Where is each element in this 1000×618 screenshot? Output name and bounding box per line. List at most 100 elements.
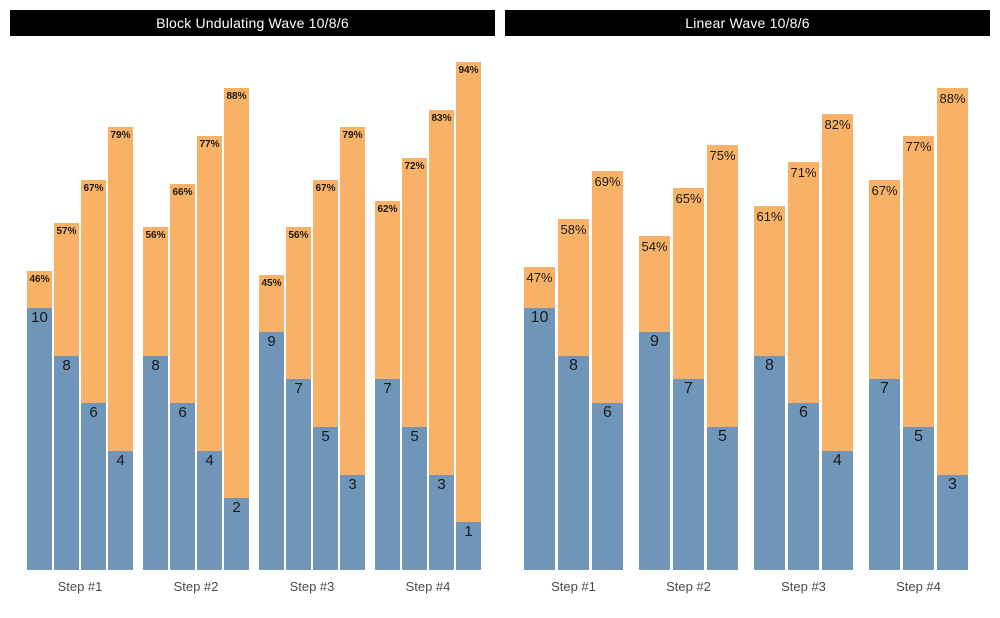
bar-bottom-segment: 4 xyxy=(197,451,222,570)
bar-pct-label: 71% xyxy=(790,165,817,180)
bar-group: 45% 9 56% 7 67% 5 79% 3 xyxy=(259,127,365,570)
bar-pct-label: 58% xyxy=(560,222,587,237)
stacked-bar: 46% 10 xyxy=(27,271,52,570)
bar-value-label: 5 xyxy=(718,428,727,445)
stacked-bar: 58% 8 xyxy=(558,219,589,570)
stacked-bar: 47% 10 xyxy=(524,267,555,570)
bar-bottom-segment: 5 xyxy=(313,427,338,570)
bar-value-label: 4 xyxy=(205,452,214,469)
bar-value-label: 8 xyxy=(569,357,578,374)
bar-pct-label: 94% xyxy=(458,65,479,76)
bar-value-label: 7 xyxy=(684,380,693,397)
left-chart-title: Block Undulating Wave 10/8/6 xyxy=(156,15,349,31)
bar-value-label: 10 xyxy=(31,309,48,326)
bar-bottom-segment: 7 xyxy=(673,379,704,570)
left-x-axis-labels: Step #1 Step #2 Step #3 Step #4 xyxy=(10,579,495,594)
stacked-bar: 56% 8 xyxy=(143,227,168,570)
stacked-bar: 77% 5 xyxy=(903,136,934,570)
bar-pct-label: 75% xyxy=(709,148,736,163)
bar-value-label: 8 xyxy=(62,357,71,374)
bar-bottom-segment: 8 xyxy=(558,356,589,570)
bar-pct-label: 72% xyxy=(404,161,425,172)
bar-bottom-segment: 5 xyxy=(402,427,427,570)
left-plot-area: 46% 10 57% 8 67% 6 79% 4 56% 8 66% 6 77% 4 88% 2 45% 9 56%… xyxy=(10,36,495,570)
bar-pct-label: 66% xyxy=(172,187,193,198)
stacked-bar: 79% 4 xyxy=(108,127,133,570)
bar-value-label: 7 xyxy=(294,380,303,397)
right-chart-panel: Linear Wave 10/8/6 47% 10 58% 8 69% 6 54% 9 65% 7… xyxy=(505,10,990,594)
bar-bottom-segment: 3 xyxy=(429,475,454,570)
bar-bottom-segment: 7 xyxy=(869,379,900,570)
bar-bottom-segment: 5 xyxy=(903,427,934,570)
bar-value-label: 5 xyxy=(914,428,923,445)
bar-value-label: 6 xyxy=(178,404,187,421)
bar-pct-label: 88% xyxy=(939,91,966,106)
bar-bottom-segment: 5 xyxy=(707,427,738,570)
bar-value-label: 7 xyxy=(880,380,889,397)
bar-pct-label: 77% xyxy=(199,139,220,150)
bar-pct-label: 67% xyxy=(83,183,104,194)
stacked-bar: 88% 3 xyxy=(937,88,968,570)
bar-group: 47% 10 58% 8 69% 6 xyxy=(524,171,623,570)
bar-group: 67% 7 77% 5 88% 3 xyxy=(869,88,968,570)
stacked-bar: 56% 7 xyxy=(286,227,311,570)
bar-value-label: 5 xyxy=(410,428,419,445)
stacked-bar: 71% 6 xyxy=(788,162,819,570)
bar-value-label: 3 xyxy=(948,476,957,493)
bar-group: 61% 8 71% 6 82% 4 xyxy=(754,114,853,570)
bar-bottom-segment: 9 xyxy=(639,332,670,570)
bar-value-label: 6 xyxy=(799,404,808,421)
x-axis-label: Step #2 xyxy=(173,579,219,594)
bar-value-label: 5 xyxy=(321,428,330,445)
stacked-bar: 79% 3 xyxy=(340,127,365,570)
stacked-bar: 67% 5 xyxy=(313,180,338,570)
bar-value-label: 9 xyxy=(650,333,659,350)
bar-pct-label: 61% xyxy=(756,209,783,224)
stacked-bar: 83% 3 xyxy=(429,110,454,570)
bar-bottom-segment: 8 xyxy=(143,356,168,570)
left-chart-title-bar: Block Undulating Wave 10/8/6 xyxy=(10,10,495,36)
bar-value-label: 8 xyxy=(765,357,774,374)
x-axis-label: Step #3 xyxy=(781,579,826,594)
bar-bottom-segment: 10 xyxy=(524,308,555,570)
bar-pct-label: 65% xyxy=(675,191,702,206)
stacked-bar: 57% 8 xyxy=(54,223,79,570)
bar-pct-label: 47% xyxy=(526,270,553,285)
stacked-bar: 82% 4 xyxy=(822,114,853,570)
bar-bottom-segment: 6 xyxy=(592,403,623,570)
bar-pct-label: 46% xyxy=(29,274,50,285)
bar-bottom-segment: 2 xyxy=(224,498,249,570)
bar-value-label: 3 xyxy=(348,476,357,493)
bar-pct-label: 54% xyxy=(641,239,668,254)
left-chart-panel: Block Undulating Wave 10/8/6 46% 10 57% 8 67… xyxy=(10,10,495,594)
stacked-bar: 94% 1 xyxy=(456,62,481,570)
bar-bottom-segment: 10 xyxy=(27,308,52,570)
bar-pct-label: 67% xyxy=(315,183,336,194)
stacked-bar: 65% 7 xyxy=(673,188,704,570)
stacked-bar: 72% 5 xyxy=(402,158,427,570)
right-chart-title-bar: Linear Wave 10/8/6 xyxy=(505,10,990,36)
bar-bottom-segment: 9 xyxy=(259,332,284,570)
x-axis-label: Step #2 xyxy=(666,579,711,594)
stacked-bar: 61% 8 xyxy=(754,206,785,570)
bar-value-label: 1 xyxy=(464,523,473,540)
stacked-bar: 66% 6 xyxy=(170,184,195,570)
bar-pct-label: 77% xyxy=(905,139,932,154)
x-axis-label: Step #1 xyxy=(57,579,103,594)
bar-pct-label: 69% xyxy=(594,174,621,189)
bar-pct-label: 62% xyxy=(377,204,398,215)
bar-value-label: 2 xyxy=(232,499,241,516)
right-plot-area: 47% 10 58% 8 69% 6 54% 9 65% 7 75% 5 61% 8 71% 6 82% 4 67%… xyxy=(505,36,990,570)
bar-bottom-segment: 7 xyxy=(375,379,400,570)
bar-bottom-segment: 6 xyxy=(788,403,819,570)
bar-pct-label: 67% xyxy=(871,183,898,198)
bar-pct-label: 57% xyxy=(56,226,77,237)
x-axis-label: Step #4 xyxy=(405,579,451,594)
x-axis-label: Step #1 xyxy=(551,579,596,594)
bar-pct-label: 56% xyxy=(288,230,309,241)
x-axis-label: Step #3 xyxy=(289,579,335,594)
stacked-bar: 54% 9 xyxy=(639,236,670,570)
bar-bottom-segment: 4 xyxy=(108,451,133,570)
x-axis-label: Step #4 xyxy=(896,579,941,594)
